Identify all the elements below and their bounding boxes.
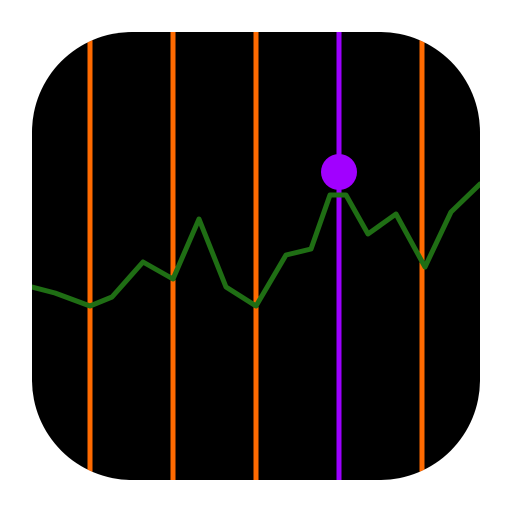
highlight-dot <box>321 154 357 190</box>
icon-artwork <box>32 32 480 480</box>
trend-line <box>32 181 480 309</box>
